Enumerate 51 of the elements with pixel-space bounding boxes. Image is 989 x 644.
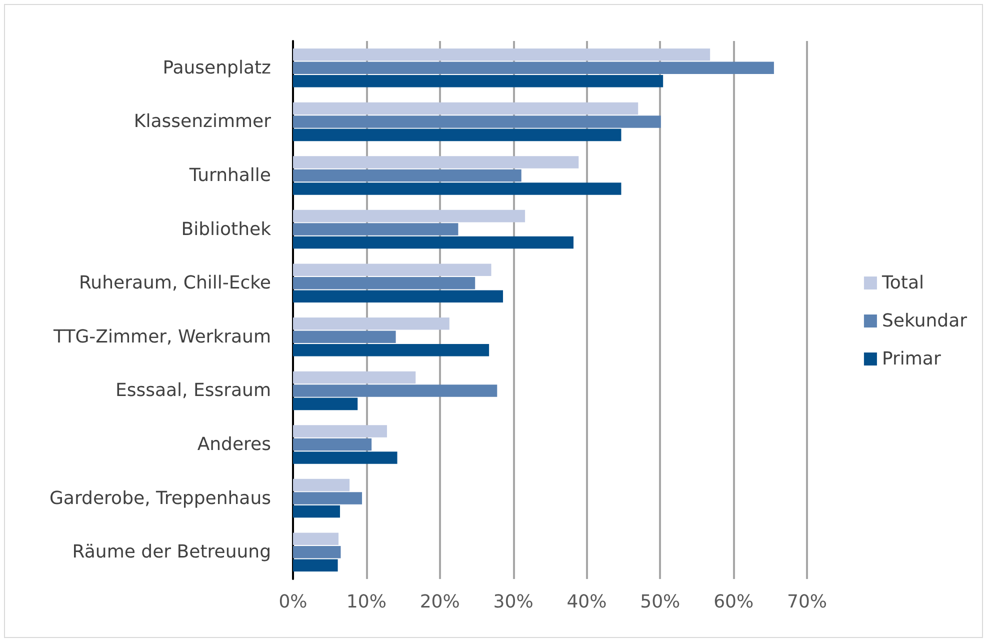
bar [293,425,387,438]
bar [293,478,350,492]
y-tick-label: Ruheraum, Chill-Ecke [78,272,271,294]
y-tick-label: Turnhalle [188,165,271,186]
bar [293,210,526,222]
x-tick-label: 60% [714,592,754,612]
bar [293,330,396,344]
bar [293,182,622,195]
bar [293,48,710,61]
bar [293,276,476,290]
bar [293,236,574,249]
bar [293,452,398,464]
bar [293,290,504,302]
y-tick-label: Garderobe, Treppenhaus [49,488,271,509]
bar [293,505,340,518]
legend-label: Primar [882,348,942,370]
y-tick-label: Räume der Betreuung [72,542,271,563]
y-tick-label: Pausenplatz [162,57,271,78]
bar [293,116,661,128]
bar [293,156,579,168]
x-tick-label: 0% [278,592,308,612]
bar [293,384,498,397]
legend-label: Total [880,272,924,294]
legend-label: Sekundar [882,310,968,332]
x-tick-label: 30% [493,592,534,612]
bar [293,438,372,451]
x-tick-label: 50% [640,592,680,612]
bar [293,344,490,356]
bar [293,371,416,384]
y-tick-label: Anderes [197,434,271,455]
y-tick-label: TTG-Zimmer, Werkraum [52,326,271,348]
bar [293,398,358,410]
bar [293,492,362,504]
x-tick-label: 40% [566,592,607,612]
x-tick-label: 70% [786,592,828,612]
y-tick-label: Esssaal, Essraum [115,380,271,402]
bar [293,532,339,545]
y-tick-label: Bibliothek [181,218,272,240]
bar [293,102,638,115]
x-tick-label: 20% [420,592,460,612]
bar [293,318,450,330]
bar [293,546,341,558]
bar [293,559,338,572]
bar [293,75,664,88]
x-tick-label: 10% [346,592,386,612]
bar [293,128,622,142]
bar [293,62,774,74]
bar [293,264,492,276]
y-tick-label: Klassenzimmer [134,111,272,132]
bar [293,223,458,236]
bar [293,169,522,182]
